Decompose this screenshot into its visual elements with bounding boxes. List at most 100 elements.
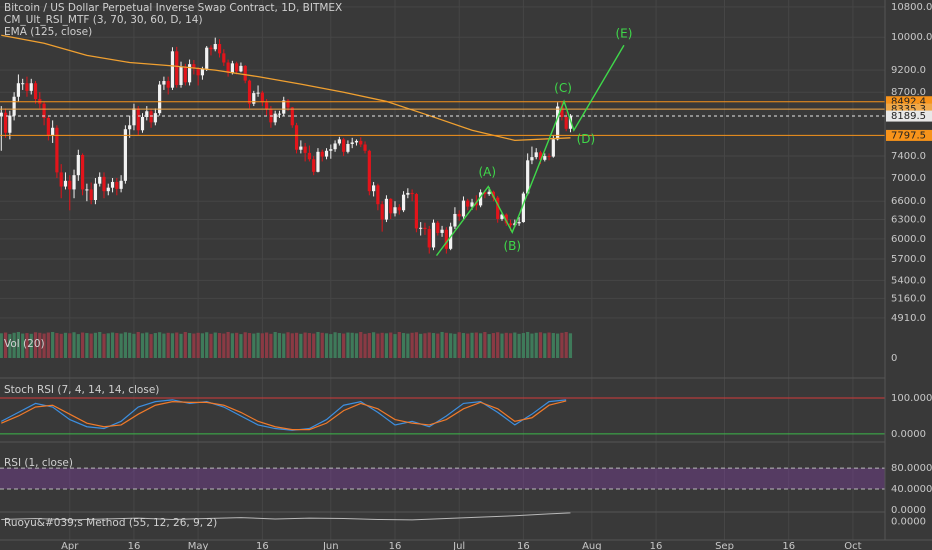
y-tick-label: 0.0000: [891, 516, 926, 527]
candle-body: [483, 192, 487, 195]
grid: [0, 0, 885, 540]
candle-body: [200, 68, 205, 76]
volume-bar: [350, 332, 354, 358]
volume-bar: [239, 334, 243, 358]
y-tick-label: 5700.0: [891, 254, 926, 265]
volume-bar: [269, 333, 273, 358]
candle-body: [530, 157, 534, 161]
volume-bar: [166, 332, 170, 358]
candle-body: [568, 116, 573, 129]
candle-body: [153, 113, 157, 123]
candle-body: [444, 229, 448, 249]
ruoyu-line: [1, 512, 571, 521]
y-tick-label: 9200.0: [891, 65, 926, 76]
wave-label: (E): [615, 27, 632, 41]
candle-body: [230, 63, 234, 73]
volume-bar: [461, 333, 466, 358]
volume-bar: [427, 332, 431, 358]
candle-body: [389, 198, 393, 214]
candle-body: [128, 125, 132, 130]
volume-bar: [25, 333, 29, 358]
x-tick-label: Apr: [61, 541, 79, 550]
volume-bar: [397, 332, 401, 358]
volume-bar: [316, 332, 320, 358]
volume-bar: [282, 333, 286, 358]
x-tick-label: Oct: [844, 541, 861, 550]
volume-bar: [42, 333, 46, 358]
volume-bar: [162, 333, 166, 358]
volume-bar: [534, 332, 538, 358]
candle-body: [25, 83, 29, 91]
y-tick-label: 0.0000: [891, 429, 926, 440]
volume-bar: [414, 332, 418, 358]
volume-bar: [59, 333, 63, 358]
candle-body: [85, 189, 89, 191]
candle-body: [46, 117, 50, 136]
candle-body: [63, 180, 68, 187]
volume-bar: [29, 333, 33, 358]
candle-body: [102, 176, 106, 192]
candle-body: [538, 152, 543, 160]
wave-label: (B): [503, 239, 521, 253]
volume-bar: [508, 333, 513, 358]
volume-bar: [500, 333, 504, 358]
volume-bar: [453, 333, 457, 358]
volume-bar: [119, 333, 123, 358]
y-tick-label: 5160.0: [891, 293, 926, 304]
candle-body: [205, 47, 209, 69]
volume-bar: [470, 332, 474, 358]
pane-title: Stoch RSI (7, 4, 14, 14, close): [4, 384, 159, 396]
x-tick-label: 16: [256, 541, 269, 550]
candle-body: [226, 62, 230, 73]
volume-bar: [85, 333, 89, 358]
candle-body: [247, 80, 252, 104]
candle-body: [487, 191, 491, 195]
candle-body: [350, 142, 354, 144]
candle-body: [132, 108, 136, 126]
volume-bar: [294, 332, 299, 358]
candle-body: [277, 113, 282, 115]
x-tick-label: Aug: [582, 541, 602, 550]
volume-bar: [21, 333, 25, 358]
volume-bar: [132, 333, 136, 358]
pane-title: RSI (1, close): [4, 457, 73, 469]
candle-body: [123, 129, 127, 181]
candle-body: [183, 66, 187, 83]
price-label-box: [886, 129, 932, 141]
candle-body: [175, 51, 179, 86]
candle-body: [440, 229, 444, 233]
volume-bar: [436, 333, 440, 358]
candle-body: [260, 92, 264, 103]
volume-bar: [401, 333, 406, 358]
price-label: 8189.5: [891, 111, 926, 122]
candle-body: [59, 172, 63, 187]
volume-bar: [346, 332, 350, 358]
candle-body: [431, 222, 436, 248]
volume-bar: [543, 333, 547, 358]
candle-body: [222, 53, 226, 63]
volume-bar: [329, 334, 333, 358]
candle-body: [93, 183, 98, 201]
y-tick-label: 80.0000: [891, 463, 932, 474]
volume-bar: [16, 332, 21, 358]
volume-bar: [230, 333, 234, 358]
volume-bar: [76, 334, 80, 358]
volume-bar: [299, 333, 303, 358]
candle-body: [76, 154, 80, 176]
volume-bar: [320, 332, 324, 358]
candle-body: [543, 156, 547, 160]
volume-bar: [153, 333, 157, 358]
volume-bar: [170, 333, 175, 358]
y-tick-label: 0: [891, 353, 897, 364]
rsi-band: [0, 468, 885, 490]
candle-body: [316, 151, 320, 172]
price-label: 8335.3: [891, 104, 926, 115]
x-tick-label: 16: [389, 541, 402, 550]
volume-bar: [175, 332, 179, 358]
candle-body: [286, 100, 290, 108]
volume-bar: [183, 332, 187, 358]
volume-bar: [359, 332, 363, 358]
candle-body: [290, 107, 294, 126]
volume-bar: [483, 332, 487, 358]
y-tick-label: 5400.0: [891, 275, 926, 286]
